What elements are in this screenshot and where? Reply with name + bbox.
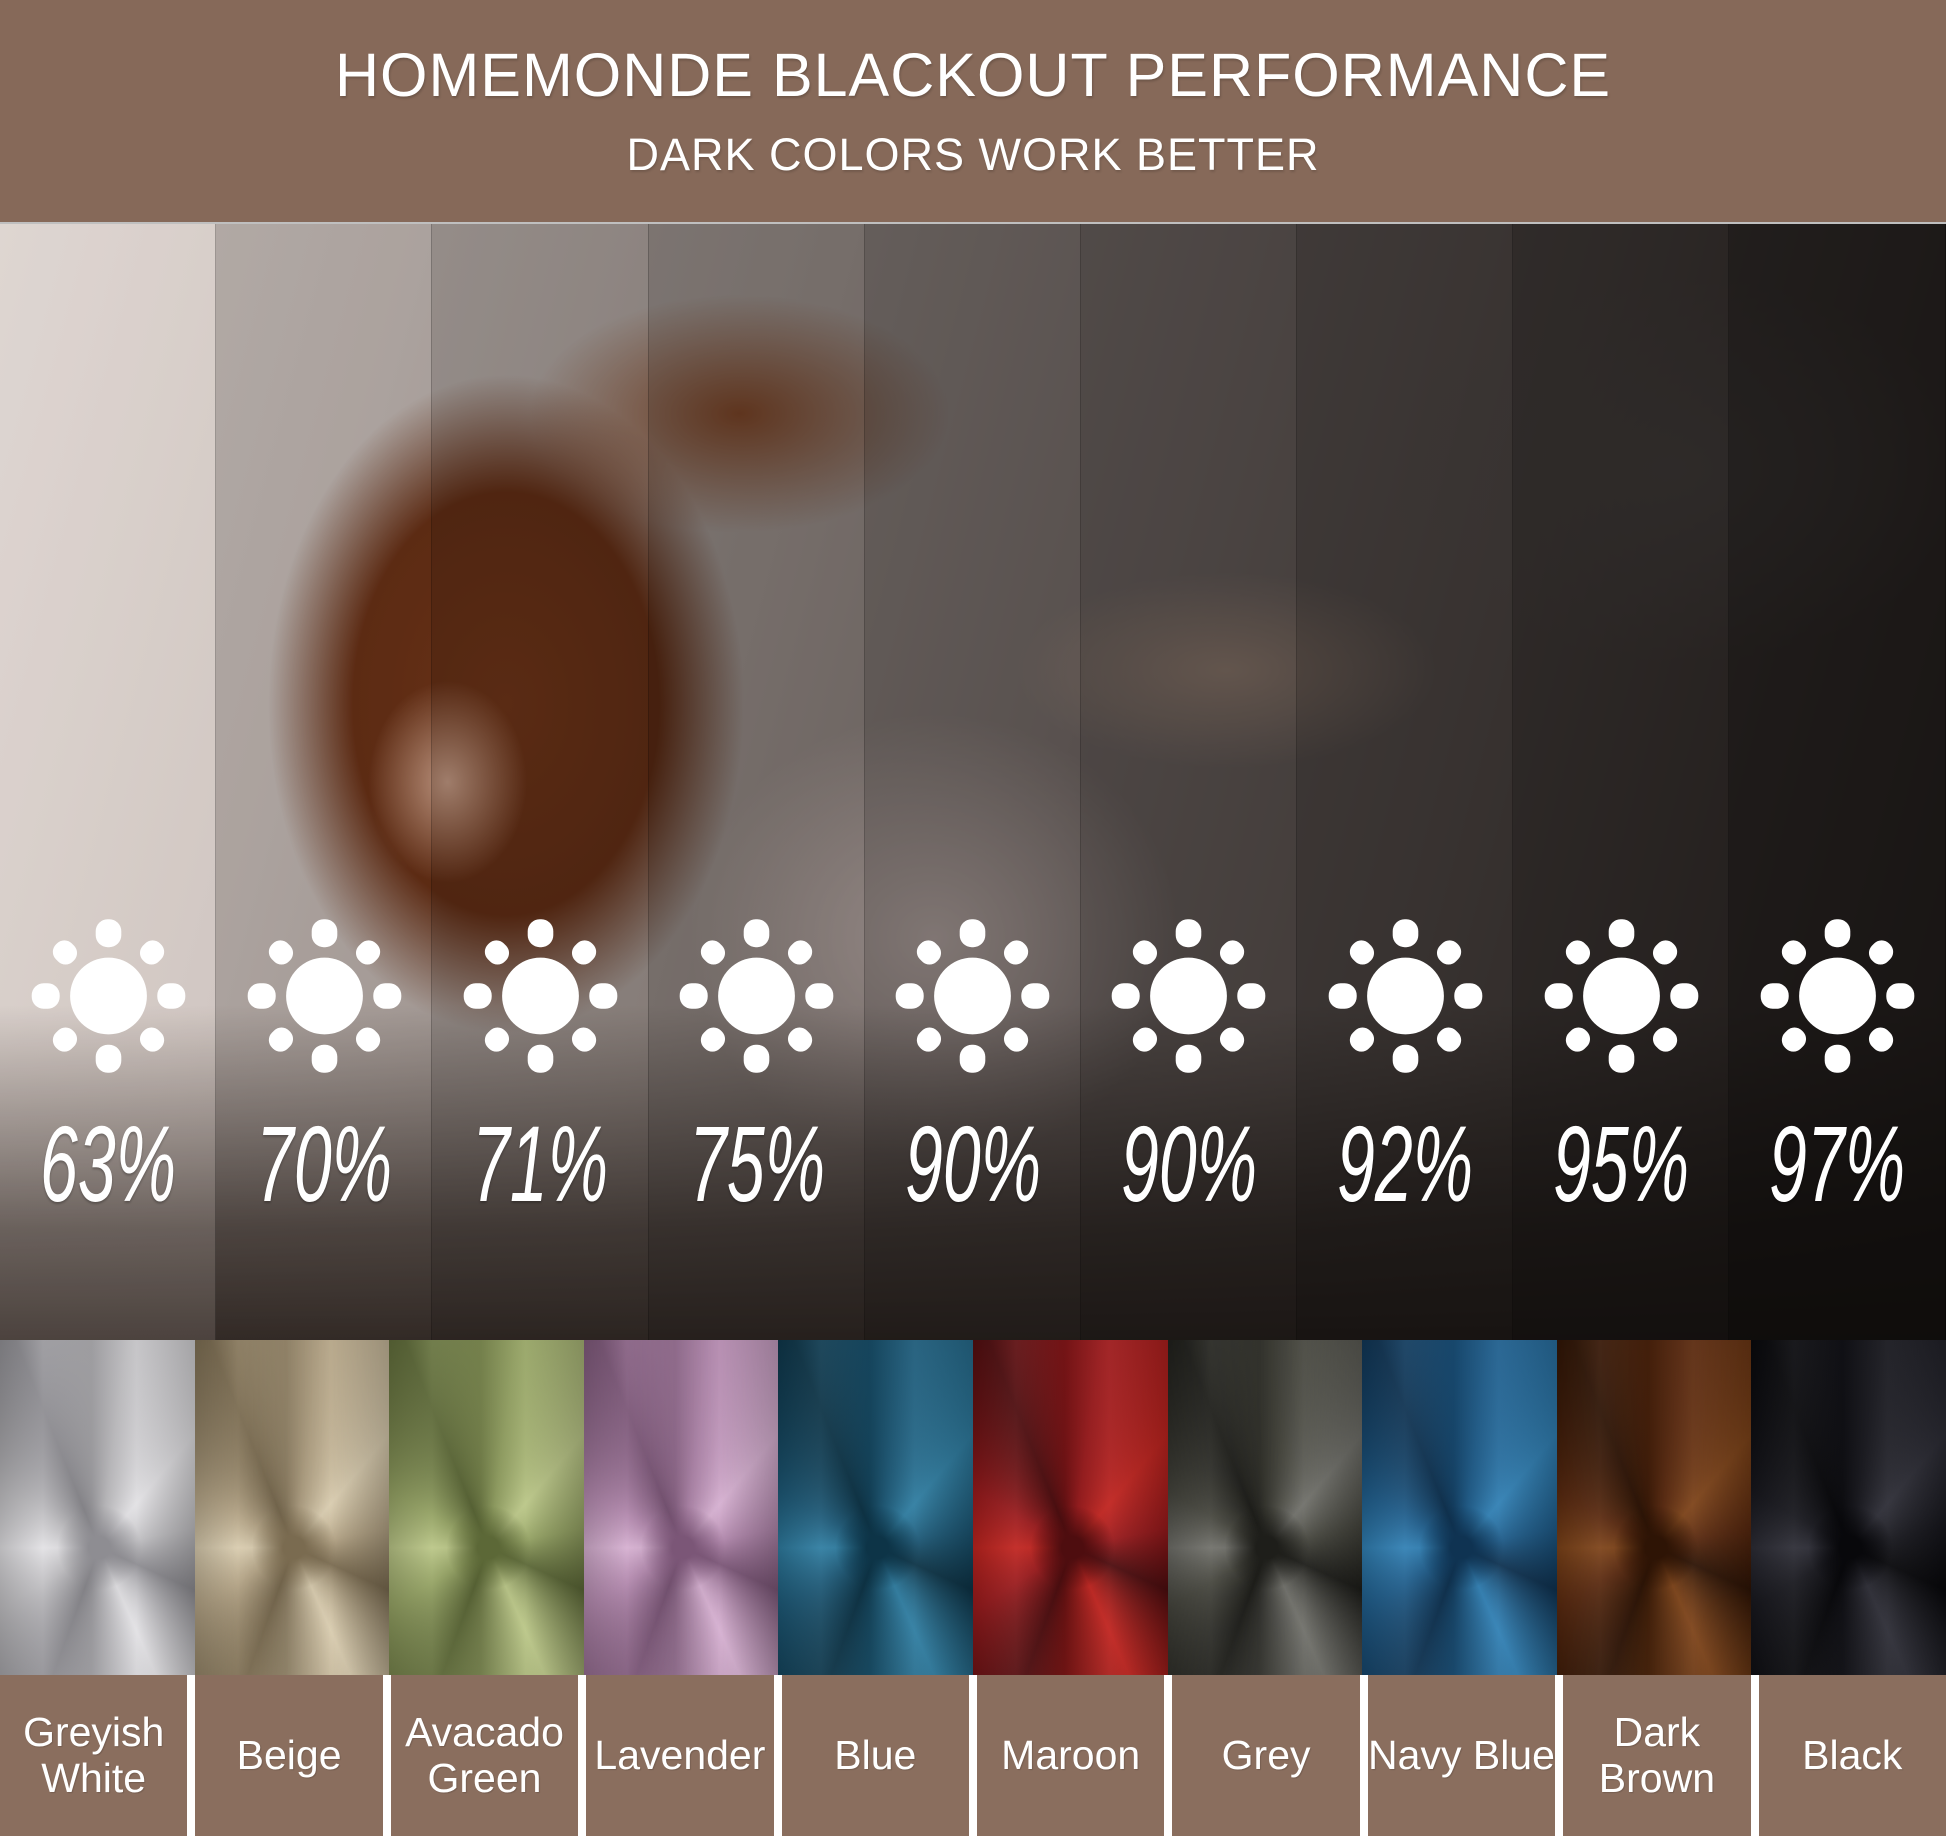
blackout-strip-2: 70% <box>216 224 433 1340</box>
fabric-swatch-8 <box>1362 1340 1557 1675</box>
fabric-swatches-row <box>0 1340 1946 1675</box>
blackout-strip-5: 90% <box>864 224 1081 1340</box>
header: HOMEMONDE BLACKOUT PERFORMANCE DARK COLO… <box>0 0 1946 222</box>
fabric-swatch-3 <box>389 1340 584 1675</box>
color-name-label-10: Black <box>1758 1675 1946 1836</box>
blackout-percentage: 75% <box>688 1103 825 1224</box>
color-name-label-8: Navy Blue <box>1367 1675 1556 1836</box>
blackout-strip-1: 63% <box>0 224 217 1340</box>
poster-title: HOMEMONDE BLACKOUT PERFORMANCE <box>334 41 1612 109</box>
sun-icon <box>679 919 834 1073</box>
color-name-label-3: Avacado Green <box>390 1675 579 1836</box>
fabric-swatch-9 <box>1556 1340 1752 1675</box>
blackout-percentage: 71% <box>472 1103 609 1224</box>
sun-icon <box>895 919 1050 1073</box>
bedroom-photo: 63% 70% <box>0 222 1946 1340</box>
fabric-swatch-5 <box>778 1340 973 1675</box>
color-name-label-4: Lavender <box>586 1675 774 1836</box>
sun-icon <box>31 919 185 1073</box>
blackout-percentage: 90% <box>1120 1103 1258 1224</box>
fabric-swatch-7 <box>1167 1340 1363 1675</box>
blackout-strip-4: 75% <box>648 224 865 1340</box>
color-labels-row: Greyish White Beige Avacado Green Lavend… <box>0 1675 1946 1836</box>
blackout-strip-8: 95% <box>1513 224 1730 1340</box>
fabric-swatch-4 <box>583 1340 779 1675</box>
sun-icon <box>247 919 402 1073</box>
color-name-label-1: Greyish White <box>0 1675 188 1836</box>
color-name-label-5: Blue <box>781 1675 969 1836</box>
blackout-percentage: 92% <box>1337 1103 1474 1224</box>
blackout-percentage: 70% <box>256 1103 393 1224</box>
color-name-label-7: Grey <box>1172 1675 1360 1836</box>
blackout-strips: 63% 70% <box>0 224 1946 1340</box>
blackout-percentage: 95% <box>1553 1103 1690 1224</box>
blackout-percentage: 63% <box>39 1103 177 1224</box>
fabric-swatch-2 <box>194 1340 390 1675</box>
blackout-percentage: 90% <box>904 1103 1041 1224</box>
color-name-label-2: Beige <box>195 1675 383 1836</box>
fabric-swatch-1 <box>0 1340 195 1675</box>
color-name-label-9: Dark Brown <box>1563 1675 1751 1836</box>
color-name-label-6: Maroon <box>976 1675 1165 1836</box>
blackout-strip-6: 90% <box>1080 224 1298 1340</box>
poster-subtitle: DARK COLORS WORK BETTER <box>626 129 1320 180</box>
fabric-swatch-10 <box>1751 1340 1946 1675</box>
fabric-swatch-6 <box>973 1340 1168 1675</box>
blackout-strip-7: 92% <box>1297 224 1514 1340</box>
sun-icon <box>463 919 618 1073</box>
blackout-percentage: 97% <box>1769 1103 1906 1224</box>
sun-icon <box>1112 919 1266 1073</box>
sun-icon <box>1328 919 1482 1073</box>
blackout-strip-9: 97% <box>1729 224 1946 1340</box>
blackout-strip-3: 71% <box>432 224 649 1340</box>
sun-icon <box>1760 919 1915 1073</box>
sun-icon <box>1544 919 1699 1073</box>
